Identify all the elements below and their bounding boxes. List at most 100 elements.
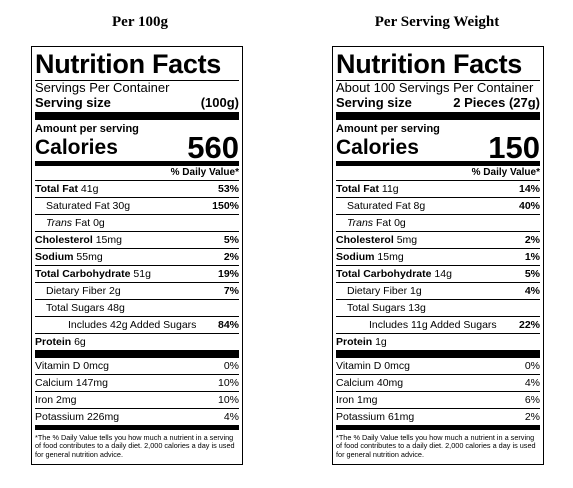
nutrient-amount: 51g [133, 268, 151, 280]
nutrient-amount: 2g [109, 285, 121, 297]
nutrient-dv: 10% [217, 394, 239, 406]
serving-size-label: Serving size [336, 95, 412, 110]
daily-value-header: % Daily Value* [471, 167, 540, 178]
nutrient-row-sodium: Sodium 55mg 2% [35, 248, 239, 265]
nutrient-name: Trans [46, 217, 73, 229]
heading-per-100g: Per 100g [112, 14, 168, 30]
label-title: Nutrition Facts [336, 49, 523, 79]
nutrient-name: Dietary Fiber [46, 285, 107, 297]
nutrient-amount: 11g [381, 183, 399, 195]
nutrient-name: Protein [35, 336, 72, 348]
nutrient-amount: 0g [93, 217, 105, 229]
nutrient-name: Potassium [35, 411, 85, 423]
calories-label: Calories [336, 136, 419, 159]
nutrient-row-total-fat: Total Fat 11g 14% [336, 180, 540, 197]
medium-divider [336, 161, 540, 166]
nutrient-amount: 0mcg [384, 360, 410, 372]
nutrient-dv: 10% [217, 377, 239, 389]
heading-per-serving-weight: Per Serving Weight [374, 14, 500, 30]
nutrient-name: Total Sugars [46, 302, 105, 314]
nutrient-dv: 4% [524, 285, 540, 297]
nutrient-name: Trans [347, 217, 374, 229]
nutrient-name: Cholesterol [35, 234, 93, 246]
nutrient-row-trans-fat: Trans Fat 0g [336, 214, 540, 231]
nutrient-name: Total Carbohydrate [336, 268, 432, 280]
nutrient-row-iron: Iron 2mg 10% [35, 391, 239, 408]
nutrient-dv: 84% [217, 319, 239, 331]
nutrient-amount: 61mg [387, 411, 415, 423]
nutrient-dv: 2% [524, 234, 540, 246]
calories-row: Calories 150 [336, 132, 540, 163]
medium-divider [336, 425, 540, 430]
nutrient-amount: 1g [375, 336, 387, 348]
nutrient-dv: 0% [524, 360, 540, 372]
nutrient-amount: 0mcg [83, 360, 109, 372]
thick-divider [35, 350, 239, 358]
nutrient-dv: 22% [518, 319, 540, 331]
nutrient-name: Dietary Fiber [347, 285, 408, 297]
nutrient-dv: 150% [212, 200, 239, 212]
nutrient-row-calcium: Calcium 40mg 4% [336, 374, 540, 391]
nutrient-dv: 14% [518, 183, 540, 195]
nutrient-name: Calcium [35, 377, 73, 389]
nutrient-dv: 2% [524, 411, 540, 423]
nutrient-dv: 6% [524, 394, 540, 406]
nutrient-amount: 15mg [95, 234, 122, 246]
nutrient-name: Vitamin D [336, 360, 382, 372]
nutrient-row-potassium: Potassium 61mg 2% [336, 408, 540, 425]
nutrient-name: Total Fat [336, 183, 379, 195]
nutrient-name: Saturated Fat [46, 200, 110, 212]
nutrient-row-cholesterol: Cholesterol 5mg 2% [336, 231, 540, 248]
thick-divider [336, 112, 540, 120]
nutrient-row-total-sugars: Total Sugars 48g [35, 299, 239, 316]
nutrient-dv: 4% [223, 411, 239, 423]
nutrient-row-total-carbohydrate: Total Carbohydrate 51g 19% [35, 265, 239, 282]
nutrient-row-added-sugars: Includes 42g Added Sugars 84% [35, 316, 239, 333]
nutrient-amount: 30g [112, 200, 131, 212]
nutrient-name: Includes 42g Added Sugars [68, 319, 197, 331]
nutrient-amount: 8g [413, 200, 426, 212]
nutrient-name: Calcium [336, 377, 374, 389]
nutrient-row-protein: Protein 6g [35, 333, 239, 350]
nutrient-row-iron: Iron 1mg 6% [336, 391, 540, 408]
nutrient-amount: 41g [80, 183, 99, 195]
nutrient-row-sodium: Sodium 15mg 1% [336, 248, 540, 265]
amount-per-serving: Amount per serving [336, 123, 440, 135]
nutrient-dv: 53% [217, 183, 239, 195]
nutrition-label-per-serving: Nutrition Facts About 100 Servings Per C… [332, 46, 544, 465]
nutrient-amount: 0g [394, 217, 406, 229]
nutrient-dv: 5% [223, 234, 239, 246]
servings-per-container: Servings Per Container [35, 80, 170, 95]
nutrient-amount: 1g [410, 285, 422, 297]
nutrient-amount: 14g [434, 268, 452, 280]
nutrient-dv: 1% [524, 251, 540, 263]
calories-row: Calories 560 [35, 130, 239, 165]
nutrient-amount: 5mg [396, 234, 418, 246]
nutrient-name: Iron [336, 394, 355, 406]
nutrient-row-dietary-fiber: Dietary Fiber 2g 7% [35, 282, 239, 299]
nutrient-amount: 1mg [357, 394, 378, 406]
serving-size-row: Serving size (100g) [35, 95, 239, 110]
nutrient-name: Sodium [336, 251, 375, 263]
nutrient-name: Total Sugars [347, 302, 406, 314]
nutrient-amount: 13g [408, 302, 426, 314]
nutrient-row-potassium: Potassium 226mg 4% [35, 408, 239, 425]
nutrient-name: Total Carbohydrate [35, 268, 131, 280]
nutrient-dv: 0% [223, 360, 239, 372]
nutrient-row-vitamin-d: Vitamin D 0mcg 0% [35, 358, 239, 374]
calories-value: 560 [187, 130, 239, 165]
nutrient-row-dietary-fiber: Dietary Fiber 1g 4% [336, 282, 540, 299]
nutrient-dv: 5% [524, 268, 540, 280]
thick-divider [35, 112, 239, 120]
nutrient-name-suffix: Fat [74, 217, 91, 229]
medium-divider [35, 425, 239, 430]
daily-value-footnote: *The % Daily Value tells you how much a … [336, 433, 536, 459]
nutrient-name: Saturated Fat [347, 200, 411, 212]
label-title: Nutrition Facts [35, 49, 222, 79]
nutrient-amount: 226mg [86, 411, 120, 423]
servings-per-container: About 100 Servings Per Container [336, 80, 534, 95]
nutrient-amount: 40mg [376, 377, 404, 389]
calories-label: Calories [35, 136, 118, 159]
nutrient-amount: 55mg [76, 251, 103, 263]
nutrient-amount: 15mg [377, 251, 404, 263]
